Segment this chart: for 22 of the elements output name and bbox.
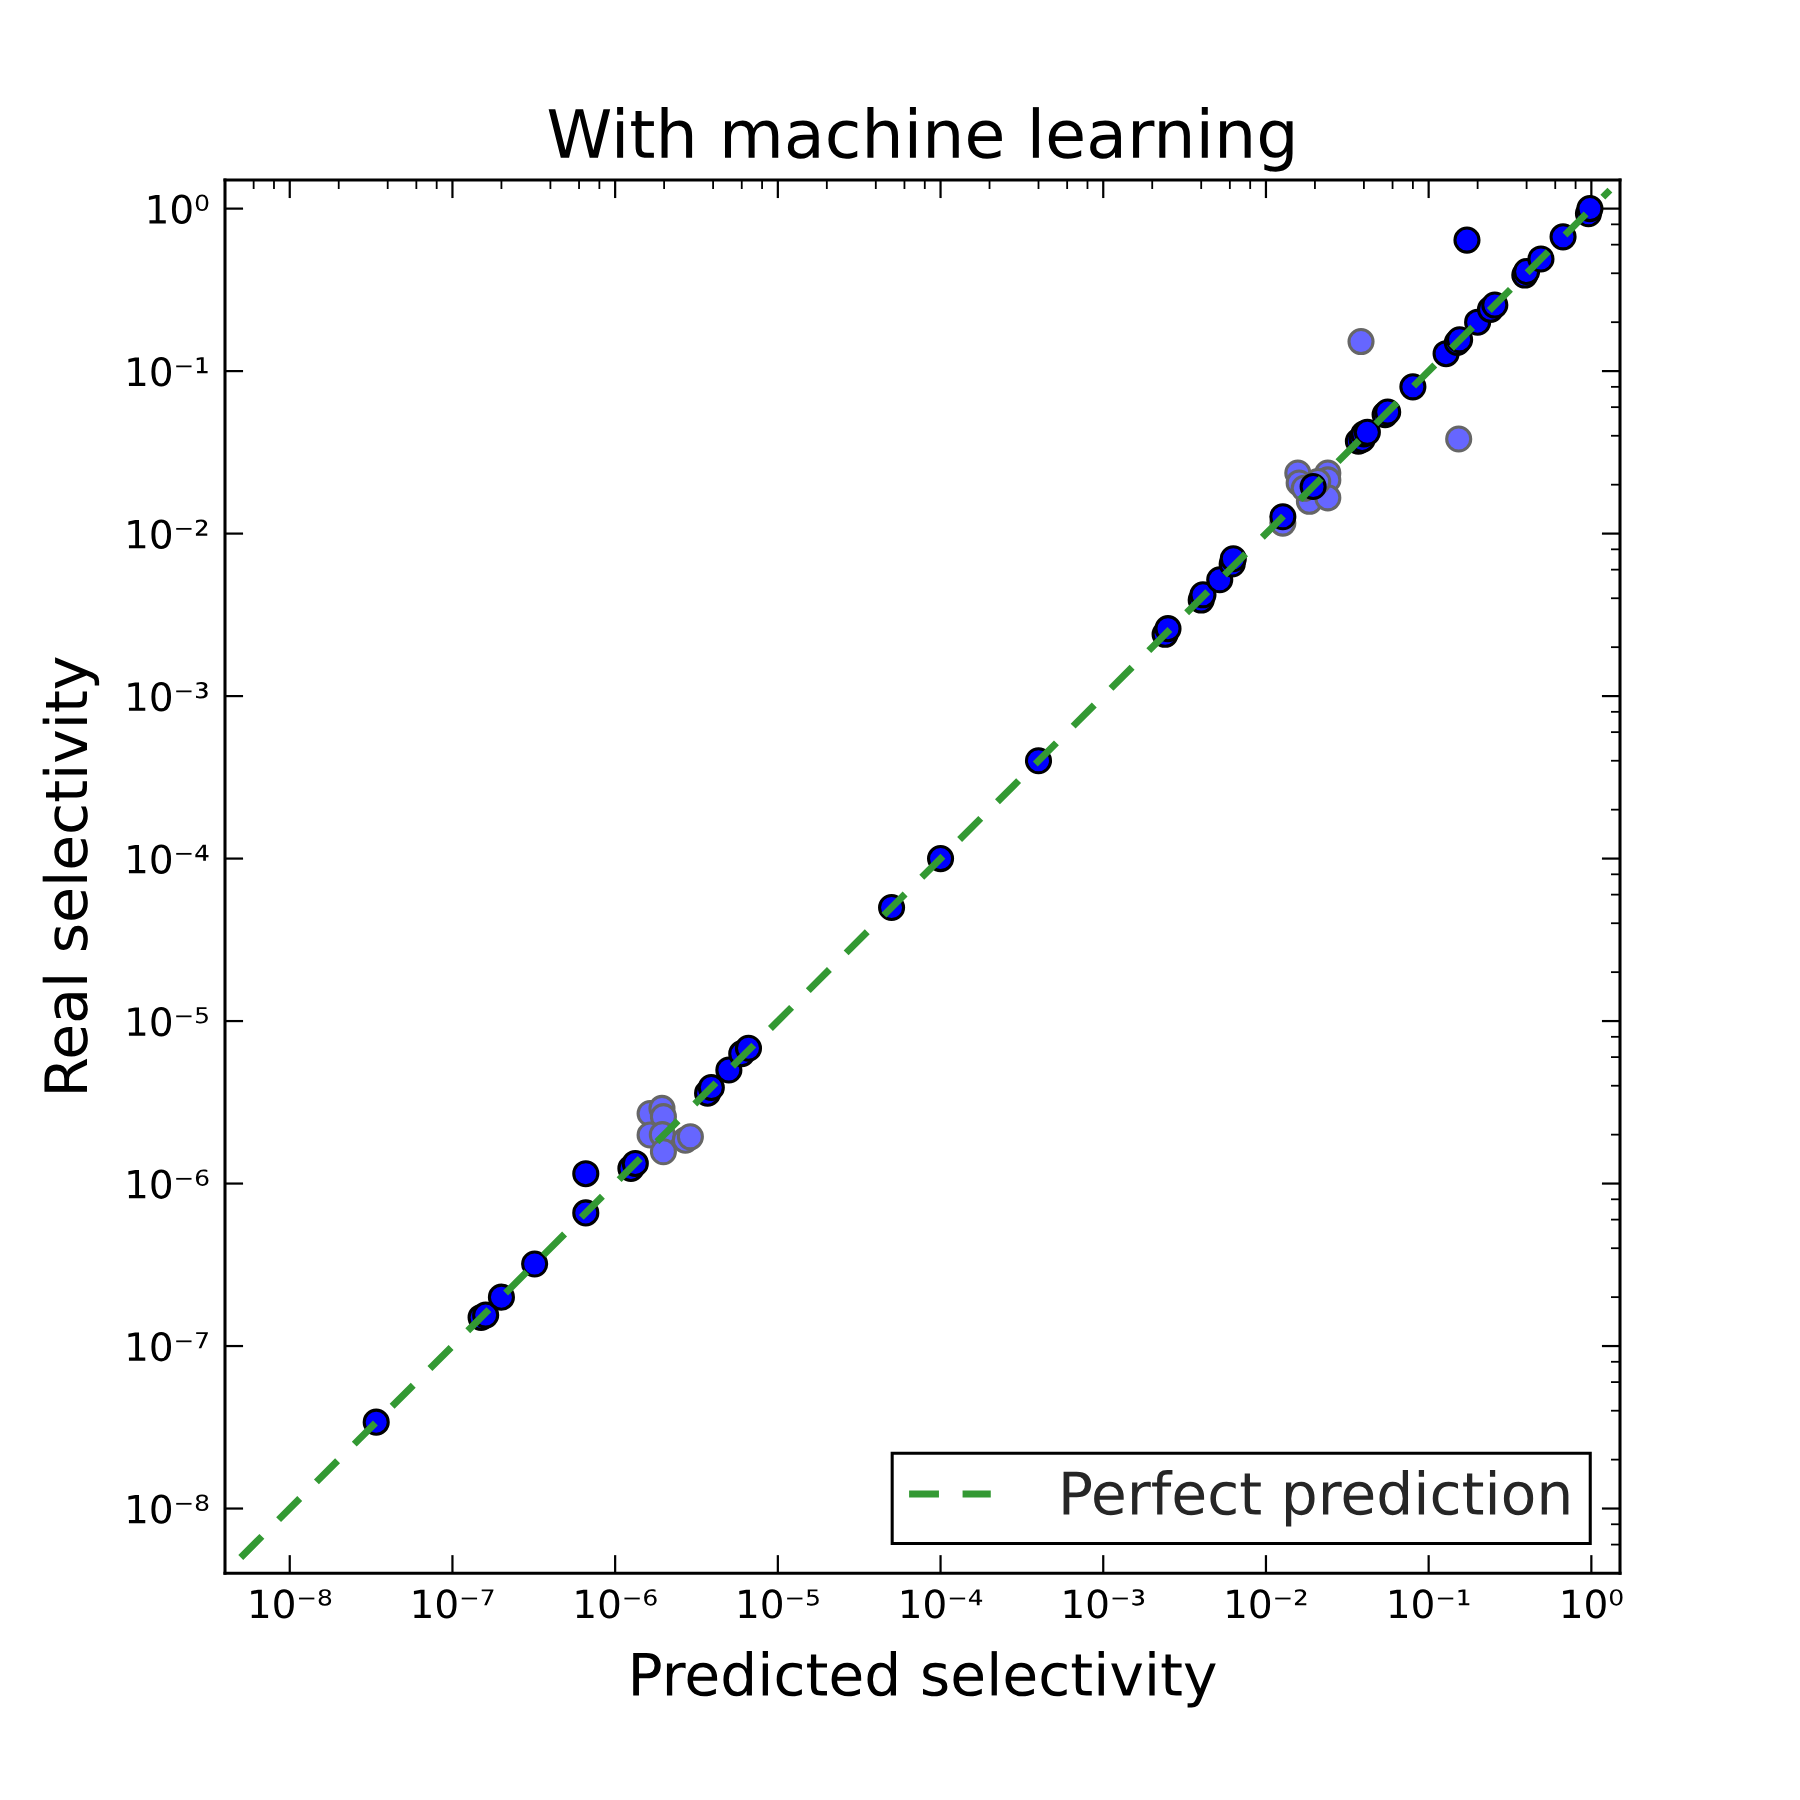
x-tick-label: 10⁻⁷ — [413, 1589, 494, 1619]
x-tick-label: 10⁻⁸ — [251, 1589, 332, 1619]
y-tick-label: 10⁻³ — [128, 682, 208, 712]
x-tick-label: 10⁰ — [1563, 1589, 1623, 1619]
chart-title: With machine learning — [548, 107, 1293, 172]
y-tick-label: 10⁰ — [148, 194, 209, 224]
y-axis-title: Real selectivity — [42, 657, 100, 1092]
x-tick-label: 10⁻² — [1227, 1589, 1307, 1619]
y-tick-label: 10⁻⁷ — [128, 1331, 208, 1362]
y-tick-label: 10⁻² — [128, 519, 208, 549]
y-tick-label: 10⁻¹ — [128, 357, 208, 387]
x-tick-label: 10⁻⁵ — [739, 1589, 819, 1619]
x-tick-label: 10⁻¹ — [1390, 1589, 1470, 1619]
x-tick-label: 10⁻⁶ — [576, 1589, 657, 1619]
y-tick-label: 10⁻⁸ — [128, 1494, 209, 1524]
y-tick-label: 10⁻⁵ — [128, 1006, 208, 1037]
x-axis-title: Predicted selectivity — [633, 1651, 1216, 1708]
legend-label: Perfect prediction — [1063, 1470, 1569, 1527]
x-tick-label: 10⁻³ — [1064, 1589, 1145, 1619]
x-tick-label: 10⁻⁴ — [902, 1589, 983, 1619]
y-tick-label: 10⁻⁶ — [128, 1169, 209, 1199]
y-tick-label: 10⁻⁴ — [128, 844, 209, 874]
